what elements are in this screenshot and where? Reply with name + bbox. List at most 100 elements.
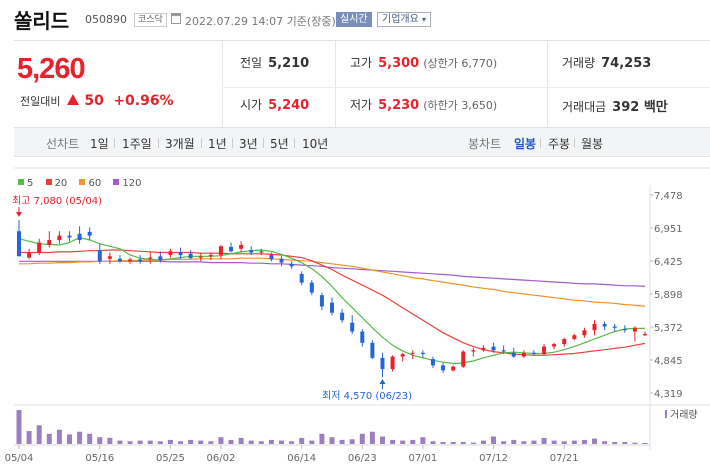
quote-panel: 5,260 전일대비 50 +0.96% 전일 5,210 시가 5,240 고가 5… — [0, 41, 710, 141]
volume-bar — [470, 442, 476, 444]
volume-bar — [349, 439, 355, 444]
candle-body — [87, 231, 92, 236]
open-label: 시가 — [240, 98, 263, 112]
company-info-dropdown[interactable]: 기업개요 ▾ — [377, 12, 432, 27]
realtime-button[interactable]: 실시간 — [336, 12, 372, 27]
company-info-label: 기업개요 — [382, 14, 419, 25]
tab-monthly[interactable]: 월봉 — [581, 137, 604, 151]
divider — [232, 138, 233, 148]
chevron-down-icon: ▾ — [422, 15, 427, 24]
volume-bar — [46, 433, 52, 444]
candle-body — [582, 330, 587, 336]
candle-body — [107, 256, 112, 259]
tab-10year[interactable]: 10년 — [302, 137, 329, 151]
ma120-line — [19, 260, 646, 287]
candle-body — [491, 346, 496, 351]
change-value: 50 — [84, 93, 104, 109]
volume-bar — [268, 439, 274, 444]
volume-bar — [178, 441, 184, 444]
volume-value: 74,253 — [601, 56, 652, 71]
amount-cell: 거래대금 392 백만 — [562, 96, 668, 115]
candle-body — [562, 339, 567, 345]
high-arrow-icon — [16, 212, 22, 217]
volume-bar — [400, 440, 406, 444]
volume-bar — [390, 439, 396, 444]
candle-body — [592, 323, 597, 331]
low-cell: 저가 5,230 (하한가 3,650) — [350, 96, 497, 113]
candle-body — [27, 252, 32, 258]
tab-3year[interactable]: 3년 — [239, 137, 258, 151]
x-tick-label: 06/02 — [207, 453, 236, 464]
upper-limit: (상한가 6,770) — [423, 57, 498, 70]
volume-bar — [531, 440, 537, 444]
candle-body — [158, 256, 163, 261]
candle-body — [168, 251, 173, 256]
volume-bar — [198, 440, 204, 444]
candle-body — [57, 235, 62, 241]
volume-bar — [188, 439, 194, 444]
candle-body — [643, 334, 647, 336]
volume-bar — [248, 440, 254, 444]
volume-bar — [571, 440, 577, 444]
candle-body — [239, 245, 244, 249]
y-tick-label: 7,478 — [654, 191, 683, 202]
x-tick-label: 06/14 — [287, 453, 316, 464]
tab-daily[interactable]: 일봉 — [514, 137, 537, 151]
change-percent: +0.96% — [113, 93, 174, 109]
volume-bar — [450, 441, 456, 444]
y-tick-label: 6,951 — [654, 224, 683, 235]
candle-body — [632, 327, 637, 332]
candle-body — [117, 258, 122, 262]
candle-body — [481, 347, 486, 351]
volume-bar — [602, 441, 608, 444]
candle-body — [340, 312, 345, 321]
tab-5year[interactable]: 5년 — [270, 137, 289, 151]
volume-bar — [622, 441, 628, 444]
divider — [14, 40, 710, 41]
candle-body — [420, 352, 425, 355]
tab-weekly[interactable]: 주봉 — [548, 137, 571, 151]
volume-bar — [299, 437, 305, 444]
y-tick-label: 4,845 — [654, 356, 683, 367]
legend-swatch — [79, 179, 86, 185]
y-tick-label: 4,319 — [654, 389, 683, 400]
candle-body — [249, 250, 254, 253]
market-badge: 코스닥 — [134, 13, 167, 27]
candle-body — [430, 359, 435, 366]
candle-body — [279, 258, 284, 263]
high-cell: 고가 5,300 (상한가 6,770) — [350, 54, 497, 71]
volume-bar — [521, 441, 527, 444]
volume-bar — [36, 425, 42, 444]
divider — [158, 138, 159, 148]
chart-legend: 5 20 60 120 — [18, 178, 151, 189]
candle-body — [380, 357, 385, 370]
volume-bar — [511, 439, 517, 444]
volume-bar — [218, 437, 224, 444]
volume-bar — [117, 440, 123, 444]
tab-1week[interactable]: 1주일 — [122, 137, 152, 151]
x-tick-label: 07/21 — [550, 453, 579, 464]
volume-label: 거래량 — [562, 56, 596, 70]
volume-bar — [369, 431, 375, 444]
candle-body — [218, 246, 223, 256]
candle-body — [269, 255, 274, 260]
tab-1year[interactable]: 1년 — [208, 137, 227, 151]
stock-header: 쏠리드 050890 코스닥 2022.07.29 14:07 기준(장중) 실… — [0, 0, 710, 40]
amount-value: 392 백만 — [612, 100, 668, 115]
legend-label: 5 — [27, 178, 34, 189]
divider — [114, 138, 115, 148]
candle-body — [229, 246, 234, 252]
prev-close-label: 전일 — [240, 56, 263, 70]
volume-bar — [359, 433, 365, 444]
candle-body — [67, 235, 72, 238]
tab-3month[interactable]: 3개월 — [165, 137, 195, 151]
candle-body — [612, 326, 617, 328]
stock-name: 쏠리드 — [14, 9, 70, 33]
candle-body — [390, 356, 395, 370]
candle-body — [572, 335, 577, 340]
tab-1day[interactable]: 1일 — [90, 137, 109, 151]
candle-body — [148, 257, 153, 259]
volume-bar — [279, 440, 285, 444]
volume-bar — [309, 440, 315, 444]
